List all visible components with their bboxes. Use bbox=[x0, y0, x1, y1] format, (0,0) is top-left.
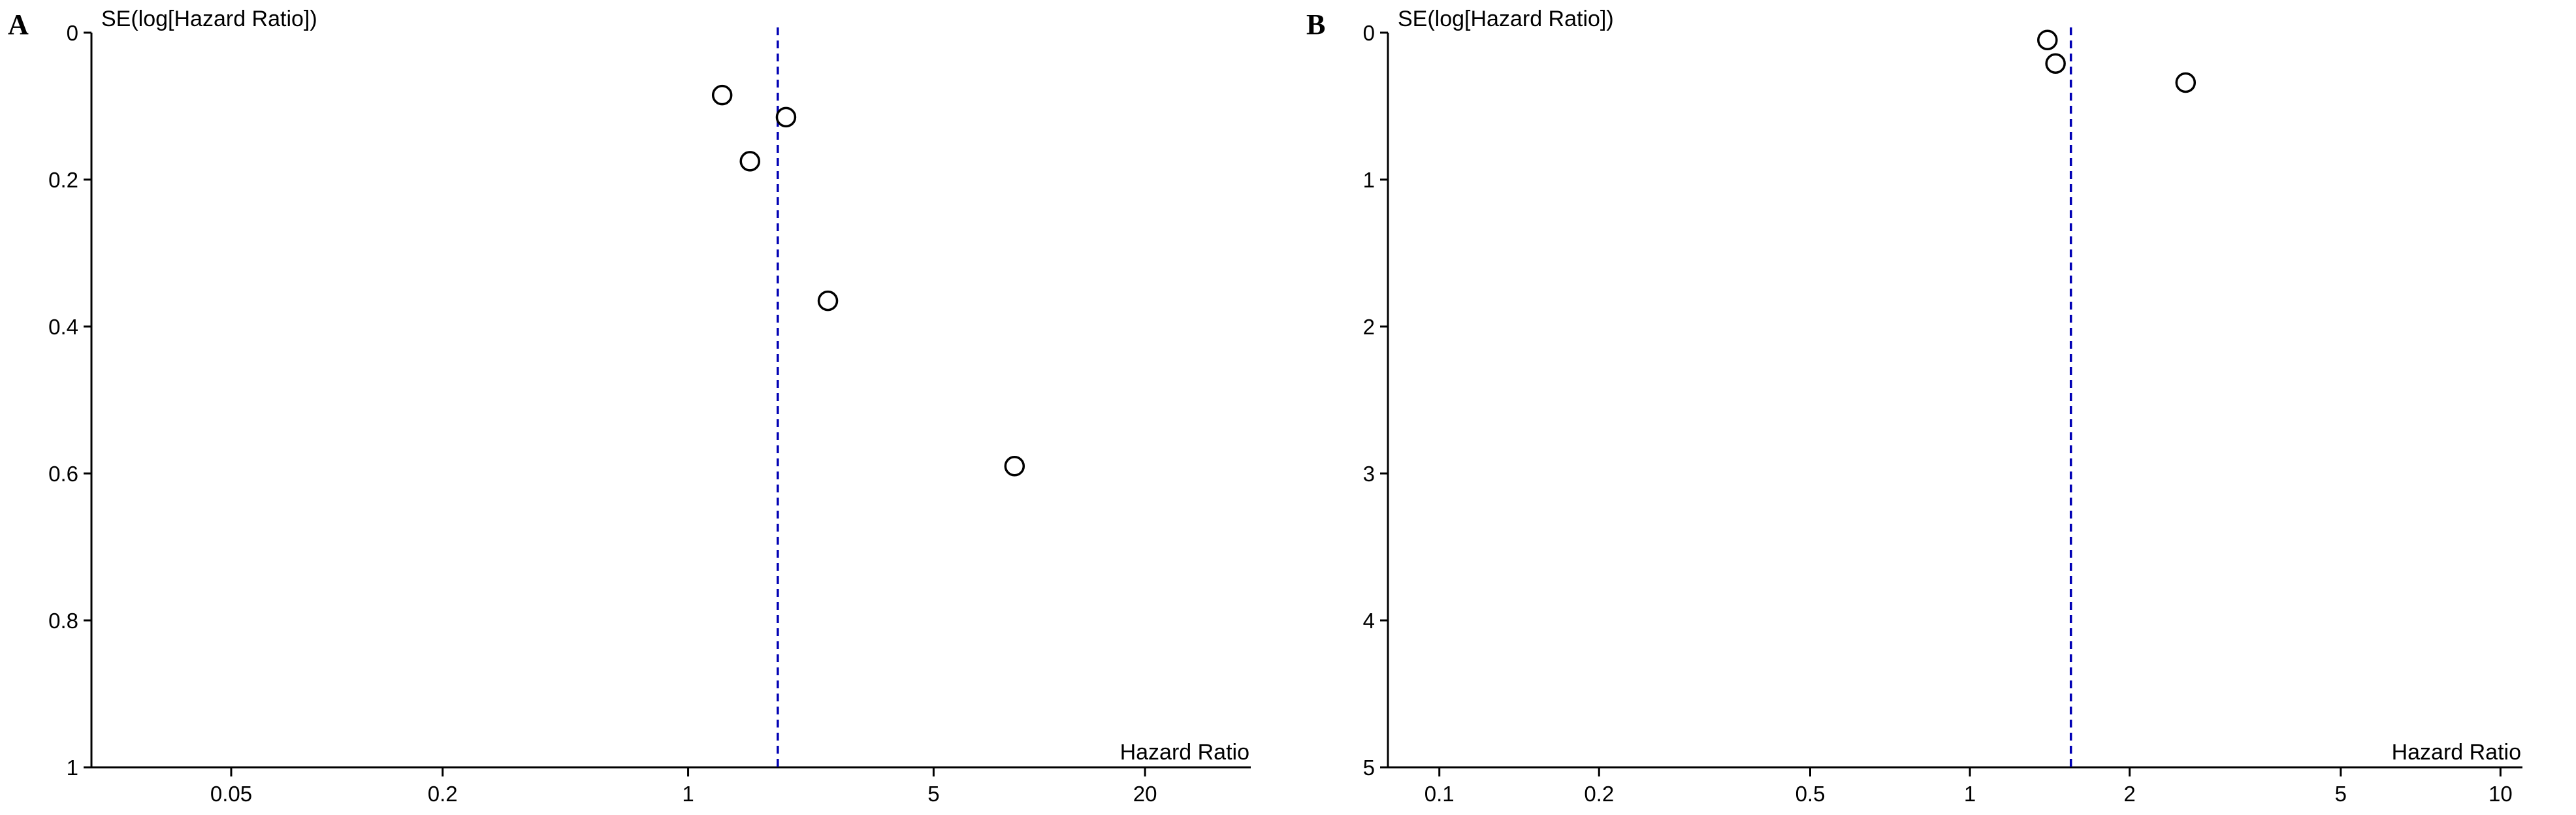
study-point bbox=[1004, 456, 1025, 477]
y-tick-label: 0.4 bbox=[48, 315, 78, 339]
x-tick-label: 0.2 bbox=[1584, 782, 1614, 806]
y-tick-label: 4 bbox=[1363, 609, 1375, 633]
x-tick-label: 1 bbox=[1964, 782, 1976, 806]
x-tick-label: 10 bbox=[2488, 782, 2513, 806]
y-axis-title: SE(log[Hazard Ratio]) bbox=[101, 7, 317, 31]
study-point bbox=[2045, 53, 2066, 74]
y-tick-label: 1 bbox=[1363, 168, 1375, 192]
x-tick-label: 0.05 bbox=[210, 782, 252, 806]
x-tick-label: 0.2 bbox=[428, 782, 458, 806]
y-axis-title: SE(log[Hazard Ratio]) bbox=[1398, 7, 1614, 31]
study-point bbox=[775, 106, 797, 128]
funnel-plot-panel-b: B SE(log[Hazard Ratio]) Hazard Ratio 0 1 2 3 4 5… bbox=[1306, 7, 2522, 806]
y-tick-label: 0.8 bbox=[48, 609, 78, 633]
panel-letter: A bbox=[8, 8, 29, 40]
funnel-plot-panel-a: A SE(log[Hazard Ratio]) Hazard Ratio 0 0.2 0.… bbox=[8, 7, 1251, 806]
x-tick-label: 0.5 bbox=[1795, 782, 1826, 806]
y-tick-label: 1 bbox=[67, 756, 78, 780]
x-axis-title: Hazard Ratio bbox=[2392, 740, 2521, 765]
x-tick-label: 20 bbox=[1133, 782, 1157, 806]
x-tick-label: 0.1 bbox=[1425, 782, 1455, 806]
y-tick-label: 0.6 bbox=[48, 462, 78, 486]
y-tick-label: 5 bbox=[1363, 756, 1375, 780]
panel-letter: B bbox=[1306, 8, 1325, 40]
y-tick-label: 0 bbox=[1363, 21, 1375, 45]
x-tick-label: 2 bbox=[2123, 782, 2135, 806]
x-tick-label: 5 bbox=[2335, 782, 2347, 806]
y-tick-label: 0 bbox=[67, 21, 78, 45]
x-axis-title: Hazard Ratio bbox=[1120, 740, 1249, 765]
y-tick-label: 3 bbox=[1363, 462, 1375, 486]
study-point bbox=[2175, 72, 2197, 93]
study-point bbox=[711, 84, 733, 106]
x-tick-label: 5 bbox=[927, 782, 939, 806]
study-point bbox=[2037, 29, 2058, 50]
x-tick-label: 1 bbox=[682, 782, 694, 806]
study-point bbox=[817, 290, 839, 312]
y-tick-label: 0.2 bbox=[48, 168, 78, 192]
y-tick-label: 2 bbox=[1363, 315, 1375, 339]
study-point bbox=[739, 151, 760, 172]
